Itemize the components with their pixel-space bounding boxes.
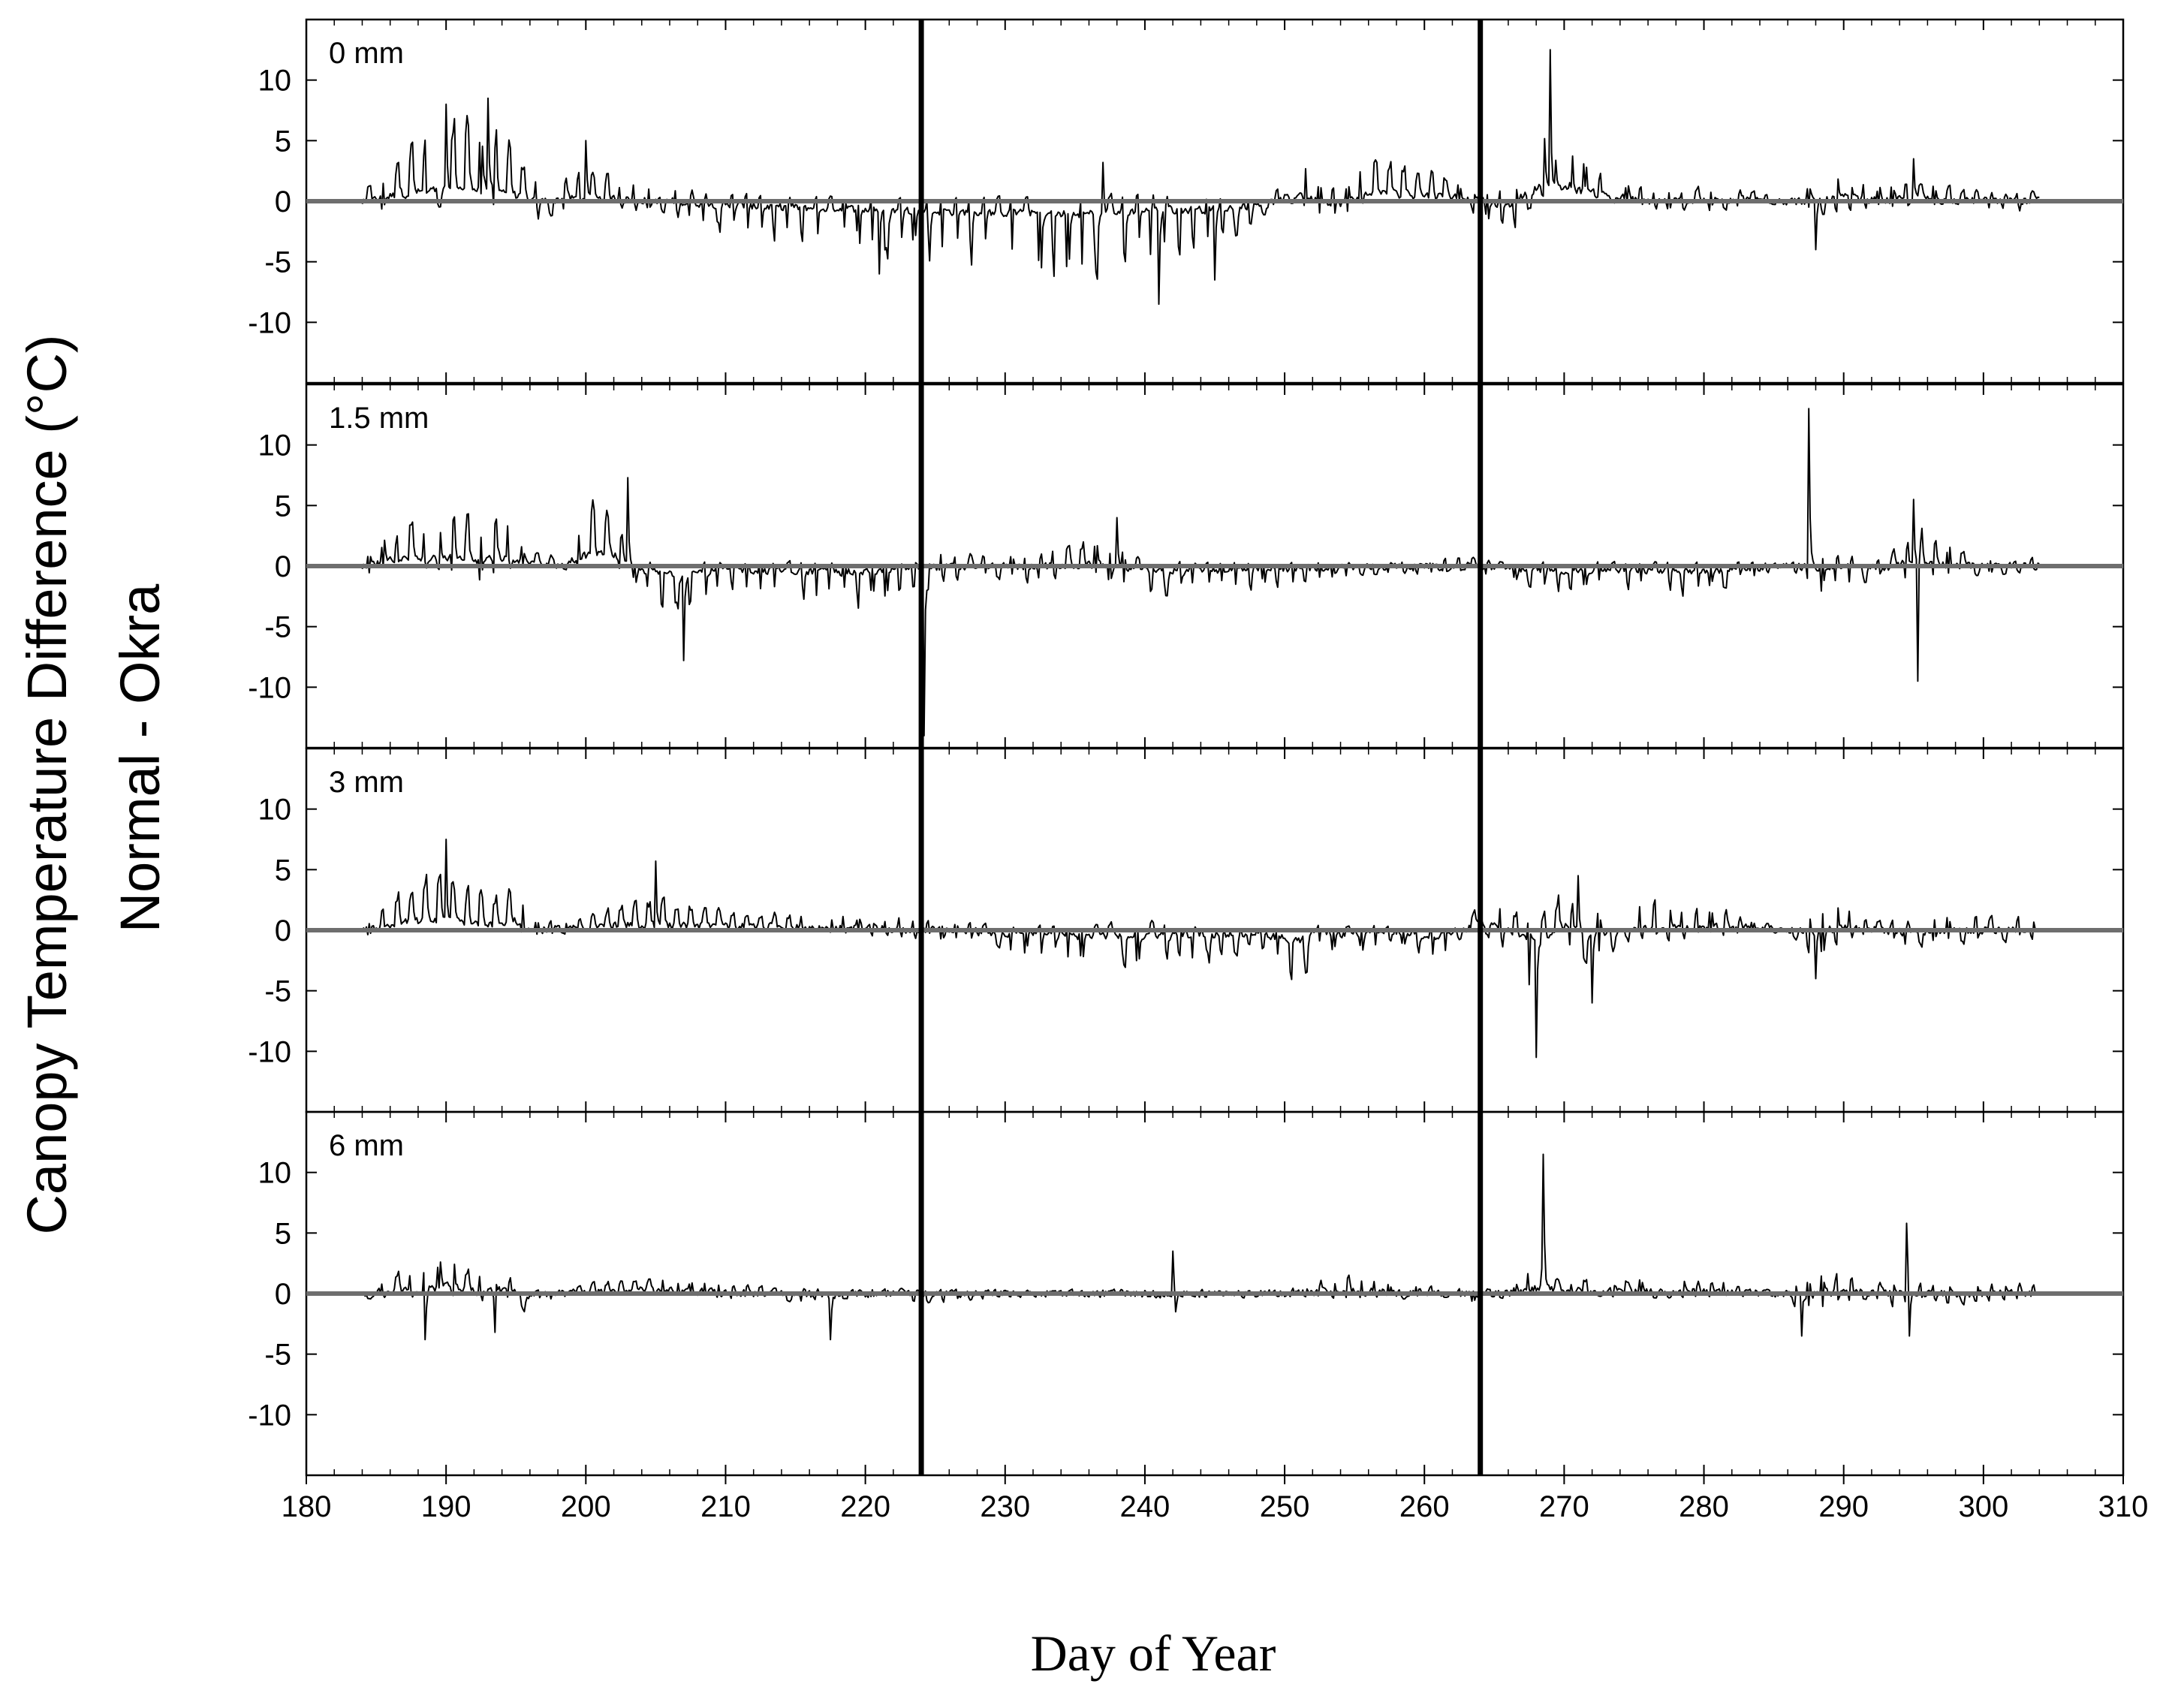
x-tick-label-200: 200: [561, 1490, 611, 1523]
y-tick-label-ten: 10: [258, 429, 292, 462]
series-line: [361, 1153, 2041, 1341]
panel-3: 10 5 0 -5 -10 6 mm: [248, 1110, 2125, 1477]
y-tick-label-minus-ten: -10: [248, 671, 291, 704]
panel-label: 0 mm: [329, 37, 404, 70]
y-tick-label-ten: 10: [258, 1157, 292, 1190]
x-tick-label-210: 210: [700, 1490, 751, 1523]
panel-label: 3 mm: [329, 766, 404, 799]
series-line: [361, 839, 2041, 1059]
series-line: [361, 49, 2040, 306]
x-tick-label-250: 250: [1260, 1490, 1310, 1523]
x-tick-label-300: 300: [1958, 1490, 2008, 1523]
y-tick-label-five: 5: [275, 1217, 291, 1250]
x-tick-label-220: 220: [840, 1490, 890, 1523]
y-tick-label-zero: 0: [275, 185, 291, 218]
y-tick-label-minus-five: -5: [264, 975, 291, 1008]
x-tick-label-240: 240: [1120, 1490, 1170, 1523]
panels-layer: 10 5 0 -5 -10 0 mm 10 5 0 -5 -10 1.5 mm 10 5 0 -5 -10 3 m…: [248, 18, 2125, 1477]
panel-1: 10 5 0 -5 -10 1.5 mm: [248, 383, 2125, 749]
y-tick-label-minus-ten: -10: [248, 1035, 291, 1068]
y-tick-label-five: 5: [275, 125, 291, 158]
y-tick-label-zero: 0: [275, 914, 291, 947]
panel-label: 1.5 mm: [329, 402, 429, 435]
y-axis-label: Canopy Temperature Difference (°C): [16, 334, 78, 1234]
x-tick-label-280: 280: [1679, 1490, 1729, 1523]
x-tick-label-260: 260: [1399, 1490, 1450, 1523]
y-tick-label-zero: 0: [275, 1278, 291, 1311]
x-tick-label-310: 310: [2098, 1490, 2149, 1523]
y-tick-label-minus-ten: -10: [248, 306, 291, 339]
y-tick-label-five: 5: [275, 490, 291, 523]
y-tick-label-minus-five: -5: [264, 611, 291, 644]
y-axis-label-secondary: Normal - Okra: [109, 583, 171, 932]
y-tick-label-ten: 10: [258, 794, 292, 827]
series-line: [361, 408, 2040, 737]
panel-0: 10 5 0 -5 -10 0 mm: [248, 18, 2125, 384]
y-tick-label-zero: 0: [275, 550, 291, 583]
x-axis-label: Day of Year: [1031, 1625, 1276, 1682]
y-tick-label-minus-five: -5: [264, 1339, 291, 1372]
y-tick-label-minus-five: -5: [264, 246, 291, 279]
panel-2: 10 5 0 -5 -10 3 mm: [248, 747, 2125, 1113]
y-tick-label-ten: 10: [258, 65, 292, 98]
x-tick-label-270: 270: [1539, 1490, 1589, 1523]
y-tick-label-five: 5: [275, 854, 291, 887]
y-tick-label-minus-ten: -10: [248, 1399, 291, 1432]
x-tick-label-190: 190: [421, 1490, 471, 1523]
panel-label: 6 mm: [329, 1129, 404, 1162]
vertical-markers: [918, 20, 1484, 1475]
x-tick-label-290: 290: [1818, 1490, 1869, 1523]
x-axis: 180 190 200 210 220 230 240 250 260 270 280 290 300 3…: [282, 1475, 2149, 1523]
x-tick-label-180: 180: [282, 1490, 332, 1523]
x-tick-label-230: 230: [980, 1490, 1030, 1523]
